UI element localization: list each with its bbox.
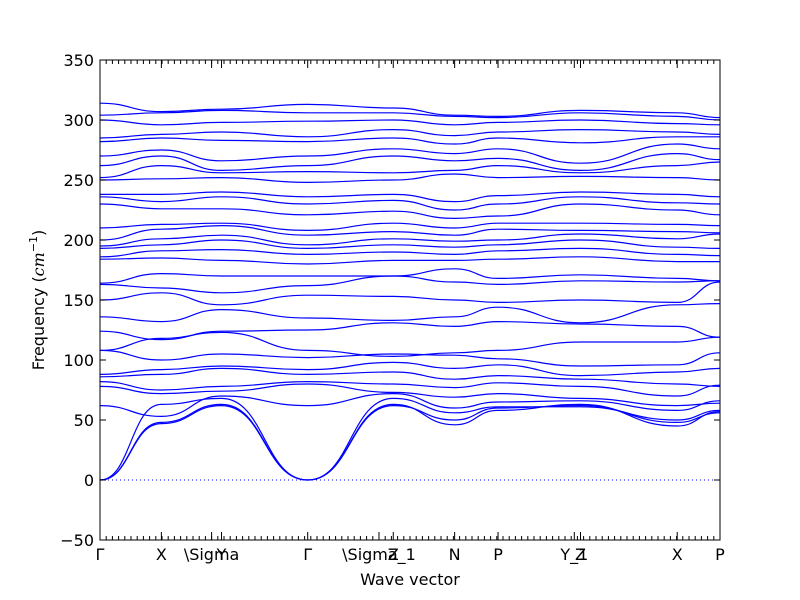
band-line-10 bbox=[99, 331, 721, 358]
x-tick-label-2: X bbox=[156, 545, 167, 564]
band-line-18 bbox=[99, 239, 721, 250]
band-line-22 bbox=[99, 203, 721, 220]
band-line-32 bbox=[99, 109, 721, 121]
band-line-23 bbox=[99, 196, 721, 211]
band-line-5 bbox=[99, 383, 721, 407]
band-lines bbox=[99, 102, 721, 481]
x-tick-label-10: Y_1 bbox=[559, 545, 588, 565]
band-line-33 bbox=[99, 102, 721, 119]
band-line-9 bbox=[99, 349, 721, 367]
y-tick-label: 150 bbox=[63, 291, 94, 310]
y-axis-title-unit: cm bbox=[29, 252, 48, 276]
y-axis-title-close: ) bbox=[29, 230, 48, 236]
band-line-29 bbox=[99, 136, 721, 145]
y-axis-title-exponent: −1 bbox=[27, 236, 40, 252]
band-line-7 bbox=[99, 367, 721, 387]
x-tick-label-6: \Sigma_1 bbox=[342, 545, 416, 565]
y-axis-title: Frequency (cm−1) bbox=[27, 230, 48, 371]
band-line-28 bbox=[99, 143, 721, 164]
y-tick-label: 250 bbox=[63, 171, 94, 190]
x-tick-label-9: P bbox=[493, 545, 503, 564]
band-line-20 bbox=[99, 224, 721, 241]
band-line-4 bbox=[99, 392, 721, 418]
y-tick-label: 200 bbox=[63, 231, 94, 250]
x-tick-label-3: \Sigma bbox=[184, 545, 240, 564]
band-line-24 bbox=[99, 191, 721, 203]
y-tick-label: 100 bbox=[63, 351, 94, 370]
y-axis-ticks: −50 0 50 100 150 200 250 300 350 bbox=[60, 51, 720, 550]
band-line-14 bbox=[99, 275, 721, 294]
x-tick-label-7: Z bbox=[388, 545, 399, 564]
x-tick-label-1: Γ bbox=[96, 545, 105, 564]
x-tick-label-4: Y bbox=[216, 545, 227, 564]
x-tick-label-12: X bbox=[672, 545, 683, 564]
y-tick-label: 50 bbox=[74, 411, 94, 430]
band-line-15 bbox=[99, 268, 721, 284]
band-line-16 bbox=[99, 256, 720, 265]
y-tick-label: 350 bbox=[63, 51, 94, 70]
band-line-21 bbox=[99, 222, 721, 232]
band-line-11 bbox=[99, 320, 721, 341]
band-line-19 bbox=[99, 233, 721, 247]
y-tick-label: 0 bbox=[84, 471, 94, 490]
band-line-12 bbox=[99, 303, 721, 324]
band-line-26 bbox=[99, 161, 721, 179]
band-line-2 bbox=[99, 403, 721, 481]
band-line-25 bbox=[99, 173, 721, 184]
y-axis-title-text: Frequency ( bbox=[29, 276, 48, 370]
band-line-27 bbox=[99, 152, 721, 172]
band-line-6 bbox=[99, 380, 721, 397]
x-tick-label-5: Γ bbox=[303, 545, 312, 564]
band-line-31 bbox=[99, 119, 721, 126]
y-tick-label: −50 bbox=[60, 531, 94, 550]
y-tick-label: 300 bbox=[63, 111, 94, 130]
band-line-30 bbox=[99, 128, 721, 139]
band-line-1 bbox=[99, 404, 721, 481]
x-tick-label-8: N bbox=[449, 545, 461, 564]
x-tick-label-11: Z bbox=[575, 545, 586, 564]
band-line-3 bbox=[99, 397, 721, 481]
x-axis-title: Wave vector bbox=[360, 570, 460, 589]
plot-frame bbox=[99, 59, 721, 541]
band-line-17 bbox=[99, 247, 721, 258]
band-line-8 bbox=[99, 361, 721, 377]
x-tick-label-13: P bbox=[715, 545, 725, 564]
band-line-13 bbox=[99, 281, 721, 306]
